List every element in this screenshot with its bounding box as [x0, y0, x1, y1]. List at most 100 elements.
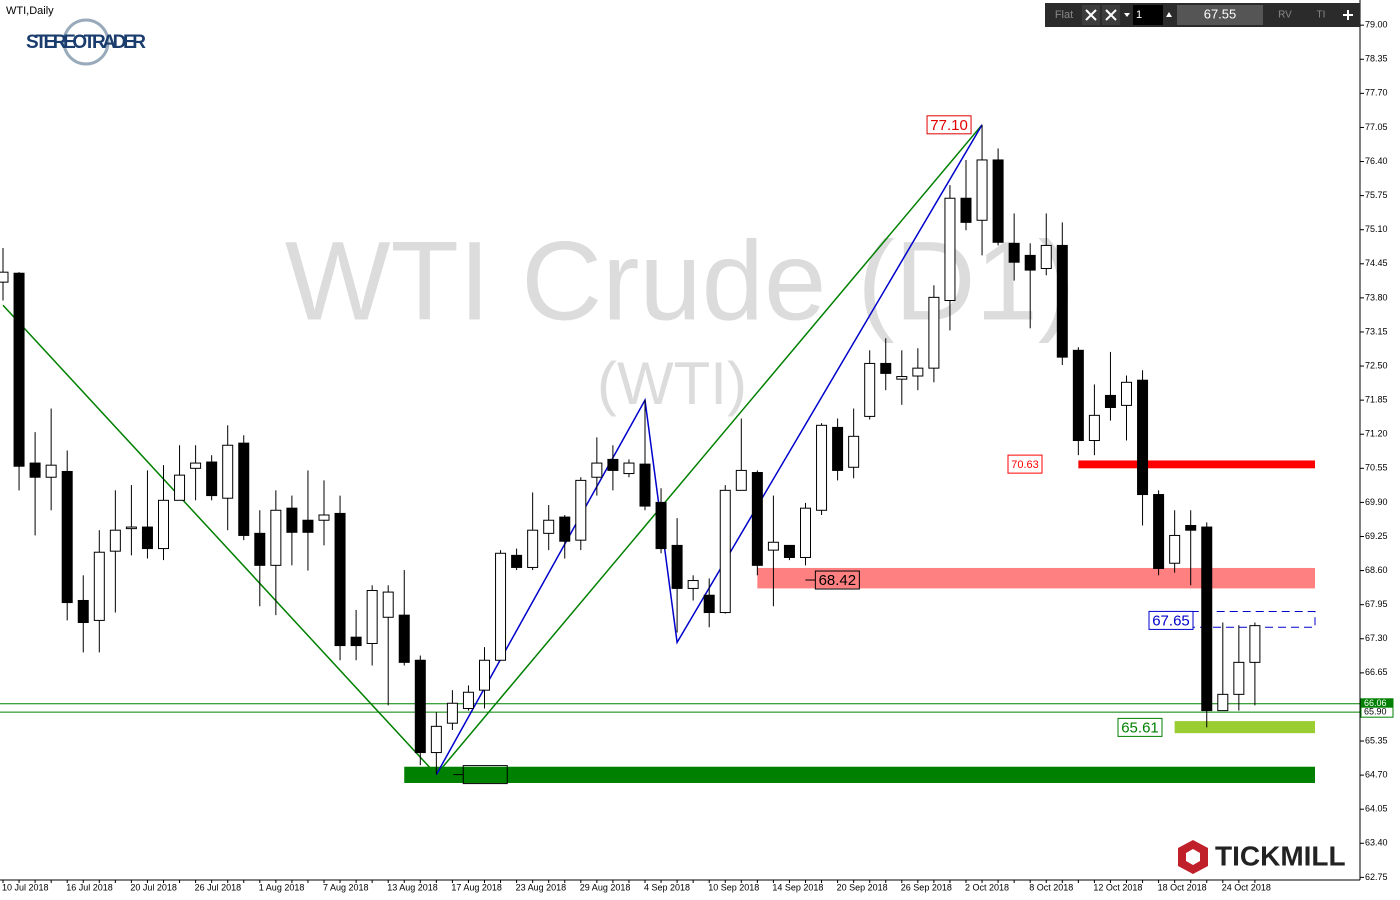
dropdown-icon[interactable]: [1124, 13, 1130, 17]
candle-body: [254, 532, 266, 566]
candle-body: [575, 479, 587, 541]
candle-body: [334, 512, 346, 647]
y-tick-label: 69.90: [1365, 497, 1388, 507]
add-icon[interactable]: [1343, 10, 1353, 20]
candle-body: [398, 614, 410, 663]
x-tick-label: 26 Sep 2018: [901, 882, 952, 892]
candle-body: [671, 544, 683, 589]
y-tick-label: 67.30: [1365, 633, 1388, 643]
candle-body: [1072, 349, 1084, 442]
x-tick-label: 20 Sep 2018: [837, 882, 888, 892]
x-tick-label: 10 Jul 2018: [2, 882, 49, 892]
y-tick-label: 67.95: [1365, 599, 1388, 609]
symbol-label: WTI,Daily: [6, 5, 54, 17]
ti-button[interactable]: TI: [1317, 10, 1326, 21]
candle-body: [190, 462, 202, 469]
axis-tag-label: 65.90: [1364, 707, 1387, 717]
candle-body: [61, 470, 73, 604]
y-tick-label: 68.60: [1365, 565, 1388, 575]
candle-body: [639, 463, 651, 507]
x-tick-label: 16 Jul 2018: [66, 882, 113, 892]
candle-body: [109, 529, 121, 552]
y-tick-label: 79.00: [1365, 20, 1388, 30]
y-tick-label: 66.65: [1365, 667, 1388, 677]
x-tick-label: 4 Sep 2018: [644, 882, 690, 892]
candle-body: [848, 435, 860, 468]
candle-body: [960, 197, 972, 223]
x-tick-label: 10 Sep 2018: [708, 882, 759, 892]
stepper-icon[interactable]: [1166, 12, 1172, 17]
x-tick-label: 23 Aug 2018: [516, 882, 567, 892]
y-tick-label: 73.15: [1365, 326, 1388, 336]
y-tick-label: 75.10: [1365, 224, 1388, 234]
y-tick-label: 65.35: [1365, 735, 1388, 745]
candle-body: [607, 458, 619, 471]
y-tick-label: 69.25: [1365, 531, 1388, 541]
candle-body: [1088, 414, 1100, 442]
x-tick-label: 18 Oct 2018: [1158, 882, 1207, 892]
candle-body: [832, 426, 844, 471]
quantity-input[interactable]: [1133, 5, 1163, 25]
candle-body: [302, 519, 314, 533]
level-label: 64.71: [466, 767, 504, 784]
y-tick-label: 78.35: [1365, 54, 1388, 64]
candle-body: [414, 659, 426, 754]
watermark-title: WTI Crude (D1): [285, 219, 1075, 344]
quantity-value: 1: [1136, 9, 1142, 21]
x-tick-label: 20 Jul 2018: [130, 882, 177, 892]
candle-body: [286, 507, 298, 533]
tickmill-logo: TICKMILL: [1172, 832, 1360, 880]
watermark-subtitle: (WTI): [597, 350, 747, 417]
level-label-box: [1148, 610, 1194, 630]
candle-body: [928, 296, 940, 369]
close-icon: [1085, 9, 1097, 21]
candle-body: [912, 367, 924, 377]
candle-body: [623, 462, 635, 475]
candle-body: [511, 554, 523, 568]
candle-body: [735, 469, 747, 491]
x-tick-label: 26 Jul 2018: [195, 882, 242, 892]
candle-body: [1040, 244, 1052, 270]
candle-body: [462, 691, 474, 710]
mode-button[interactable]: Flat: [1055, 9, 1073, 21]
candle-body: [1185, 524, 1197, 531]
level-label-box: [1007, 454, 1043, 474]
toolbar: Flat 1 67.55 RV TI: [1045, 3, 1360, 27]
price-field[interactable]: [1177, 5, 1263, 25]
level-label-box: [1117, 717, 1163, 737]
candle-body: [174, 474, 186, 501]
candle-body: [527, 529, 539, 568]
candle-body: [751, 472, 763, 566]
candle-body: [1137, 379, 1149, 496]
candle-body: [976, 159, 988, 221]
logo-text: STEREOTRADER: [26, 32, 146, 53]
candle-body: [1121, 381, 1132, 406]
candle-body: [141, 526, 153, 550]
level-zone: [1174, 721, 1315, 734]
candle-body: [591, 462, 603, 478]
x-tick-label: 17 Aug 2018: [451, 882, 502, 892]
candle-body: [719, 489, 731, 614]
x-tick-label: 2 Oct 2018: [965, 882, 1009, 892]
y-tick-label: 64.05: [1365, 804, 1388, 814]
logo-mark-inner: [1186, 849, 1200, 865]
y-tick-label: 71.20: [1365, 429, 1388, 439]
candle-body: [45, 464, 57, 478]
candle-body: [655, 501, 667, 550]
axis-tag-box: [1360, 706, 1394, 718]
y-tick-label: 75.75: [1365, 190, 1388, 200]
plot: 79.00 78.35 77.70 77.05 76.40 75.75 75.10 74.45…: [0, 20, 1394, 892]
candle-body: [495, 552, 507, 661]
candle-body: [158, 499, 169, 550]
candle-body: [880, 362, 892, 374]
candle-body: [77, 599, 89, 624]
candle-body: [270, 509, 282, 566]
x-tick-label: 14 Sep 2018: [772, 882, 823, 892]
level-zone: [757, 567, 1315, 589]
candle-body: [1169, 534, 1181, 564]
level-label: 68.42: [819, 572, 857, 589]
stereotrader-logo: STEREOTRADER: [26, 18, 146, 66]
rv-button[interactable]: RV: [1278, 10, 1292, 21]
y-tick-label: 70.55: [1365, 463, 1388, 473]
